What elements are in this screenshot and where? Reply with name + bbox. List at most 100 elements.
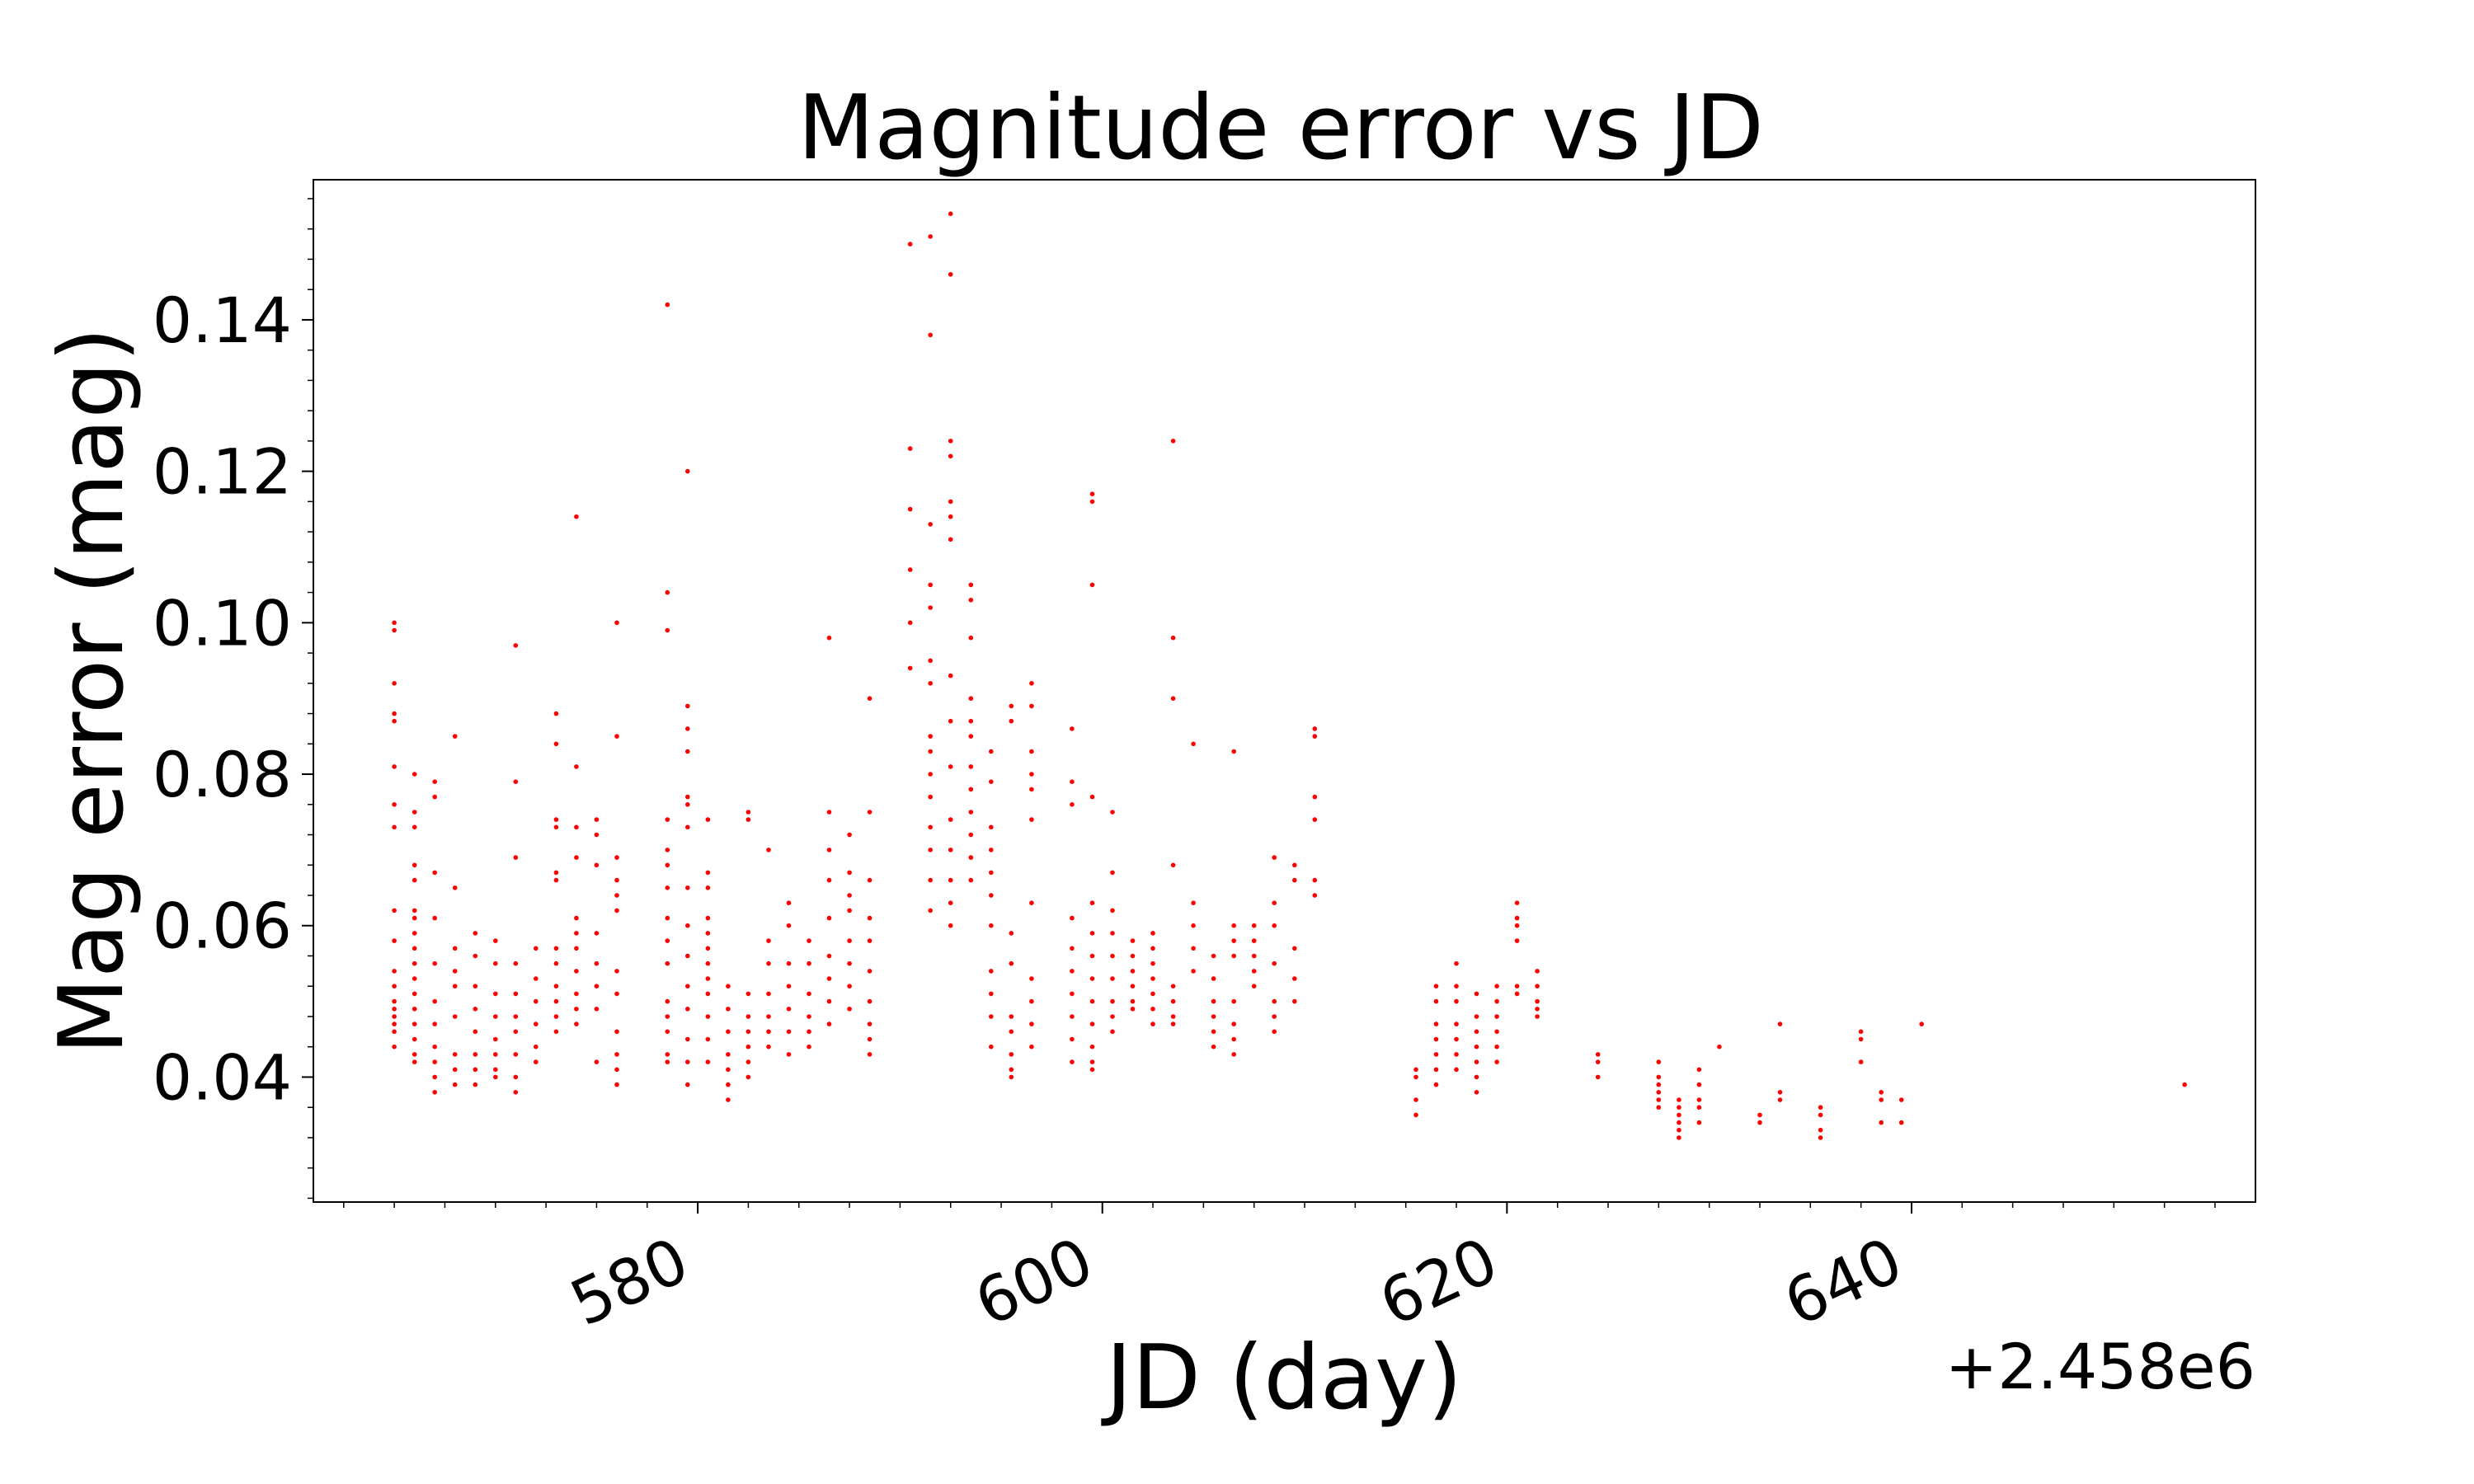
data-point [665,885,670,890]
data-point [1089,499,1095,505]
data-point [1656,1082,1662,1087]
data-point [1433,1067,1439,1073]
data-point [665,589,670,595]
data-point [989,1044,994,1050]
data-point [1251,938,1257,943]
data-point [493,938,498,943]
data-point [412,960,417,966]
data-point [685,468,690,474]
data-point [1191,923,1196,928]
data-point [1251,953,1257,959]
data-point [968,718,974,724]
data-point [1009,718,1014,724]
data-point [948,900,953,905]
data-point [574,915,579,921]
data-point [1089,976,1095,981]
data-point [705,1014,711,1019]
data-point [452,969,458,974]
data-point [412,915,417,921]
data-point [928,908,933,913]
data-point [989,893,994,898]
data-point [807,1029,811,1035]
data-point [665,1059,670,1064]
data-point [1898,1097,1904,1102]
data-point [1070,946,1075,951]
data-point [1170,1014,1176,1019]
data-point [1009,703,1014,709]
data-point [493,1052,498,1057]
data-point [412,877,417,883]
data-point [826,998,832,1004]
data-point [766,960,771,966]
data-point [432,1074,437,1080]
data-point [432,960,437,966]
data-point [392,908,397,913]
data-point [1070,1059,1075,1064]
data-point [574,969,579,974]
data-point [452,885,458,890]
data-point [412,1052,417,1057]
data-point [1474,991,1479,997]
data-point [867,998,872,1004]
data-point [392,1021,397,1026]
data-point [685,1059,690,1064]
data-point [1231,749,1236,754]
data-point [1029,1021,1034,1026]
data-point [1433,1021,1439,1026]
data-point [614,969,619,974]
data-point [2182,1082,2187,1087]
data-point [726,1007,731,1012]
data-point [392,1044,397,1050]
data-point [705,885,711,890]
data-point [1677,1112,1681,1118]
data-point [574,991,579,997]
data-point [685,824,690,830]
data-point [1413,1112,1418,1118]
data-point [1474,1059,1479,1064]
data-point [685,1082,690,1087]
data-point [534,976,539,981]
data-point [1677,1120,1681,1125]
data-point [493,1067,498,1073]
data-point [948,877,953,883]
data-point [1535,969,1540,974]
x-axis-offset-label: +2.458e6 [1945,1330,2255,1403]
data-point [786,1052,792,1057]
data-point [1211,976,1216,981]
data-point [1494,1059,1499,1064]
data-point [412,931,417,936]
data-point [452,1067,458,1073]
chart-title: Magnitude error vs JD [797,77,1764,180]
data-point [766,1014,771,1019]
data-point [907,242,913,247]
data-point [766,1044,771,1050]
data-point [948,439,953,444]
data-point [1494,984,1499,989]
data-point [614,908,619,913]
data-point [553,870,559,876]
data-point [807,1044,811,1050]
data-point [685,794,690,800]
data-point [1150,1007,1155,1012]
data-point [392,718,397,724]
y-tick-label: 0.04 [153,1040,292,1114]
data-point [392,711,397,716]
data-point [705,946,711,951]
data-point [1454,1036,1459,1042]
data-point [473,931,478,936]
data-point [1070,1036,1075,1042]
data-point [989,848,994,852]
data-point [1070,779,1075,784]
data-point [1191,741,1196,747]
data-point [553,960,559,966]
data-point [1858,1036,1864,1042]
data-point [867,696,872,701]
data-point [745,1059,751,1064]
data-point [867,1021,872,1026]
data-point [432,1044,437,1050]
data-point [432,794,437,800]
data-point [1029,749,1034,754]
data-point [786,960,792,966]
data-point [847,870,852,876]
